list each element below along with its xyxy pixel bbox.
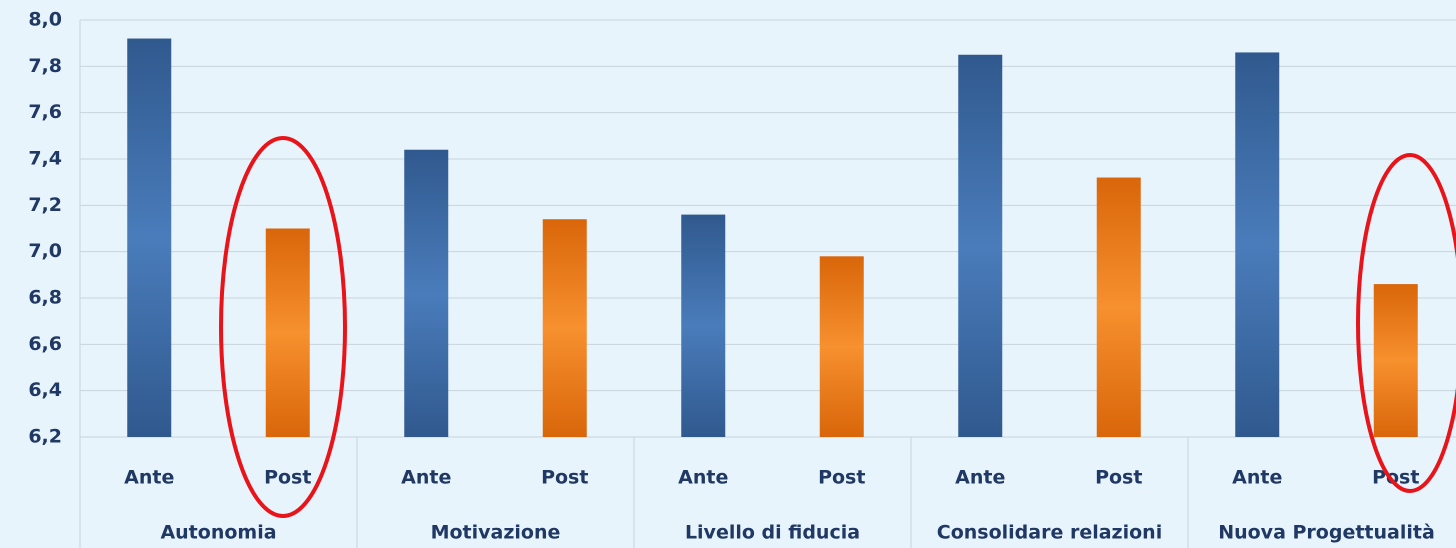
y-tick-label: 7,8 <box>28 55 62 77</box>
plot: 6,2 6,4 6,6 6,8 7,0 7,2 7,4 7,6 7,8 8,0 Autonomia A… <box>28 9 1456 548</box>
y-tick-label: 7,4 <box>28 148 62 170</box>
x-subcategory-label: Post <box>541 467 588 489</box>
highlight-ellipse <box>1356 153 1456 493</box>
bar <box>127 38 172 438</box>
y-tick-label: 7,6 <box>28 101 62 123</box>
y-tick-label: 7,2 <box>28 194 62 216</box>
bar <box>542 219 587 437</box>
y-tick-label: 6,4 <box>28 379 62 401</box>
y-tick-label: 7,0 <box>28 240 62 262</box>
bar <box>1235 52 1280 437</box>
x-subcategory-label: Ante <box>1232 467 1282 489</box>
x-subcategory-label: Ante <box>124 467 174 489</box>
y-tick-label: 6,2 <box>28 426 62 448</box>
y-tick-label: 8,0 <box>28 9 62 31</box>
x-subcategory-label: Post <box>818 467 865 489</box>
x-category-label: Livello di fiducia <box>685 522 860 544</box>
y-tick-label: 6,6 <box>28 333 62 355</box>
x-category-label: Autonomia <box>160 522 276 544</box>
bar <box>681 214 726 437</box>
x-subcategory-label: Ante <box>678 467 728 489</box>
bar <box>1373 284 1418 437</box>
highlight-ellipse <box>219 136 347 518</box>
x-subcategory-label: Ante <box>401 467 451 489</box>
bar <box>265 228 310 437</box>
bar <box>1096 177 1141 438</box>
x-category-label: Consolidare relazioni <box>937 522 1162 544</box>
bar <box>819 256 864 437</box>
x-category-label: Nuova Progettualità <box>1218 522 1435 544</box>
x-subcategory-label: Post <box>264 467 311 489</box>
bar <box>958 54 1003 437</box>
x-category-label: Motivazione <box>431 522 561 544</box>
x-subcategory-label: Ante <box>955 467 1005 489</box>
x-subcategory-label: Post <box>1095 467 1142 489</box>
bar <box>404 149 449 437</box>
y-tick-label: 6,8 <box>28 287 62 309</box>
